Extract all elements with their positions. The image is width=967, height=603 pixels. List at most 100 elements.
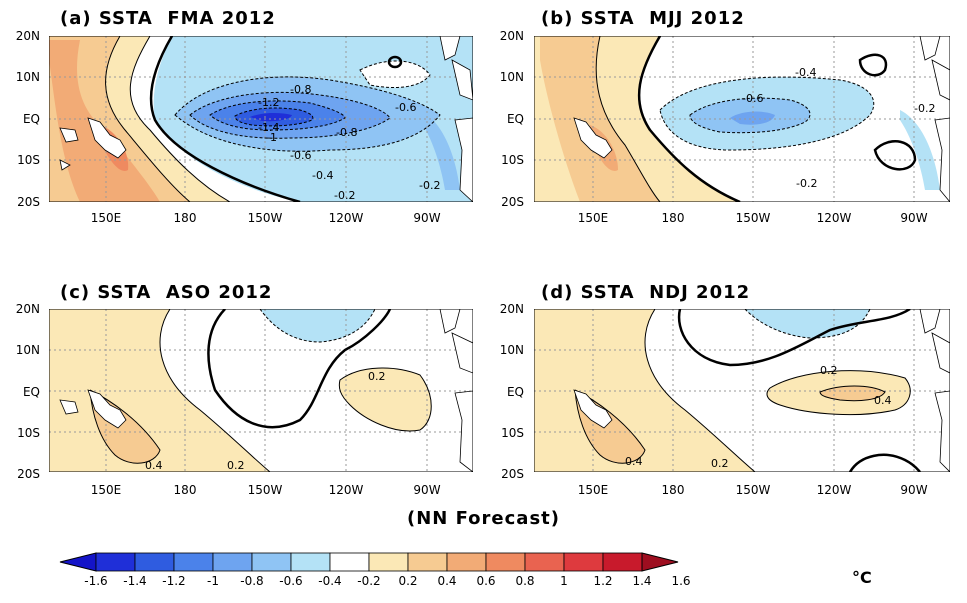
panel-c-map: [49, 309, 473, 472]
colorbar-swatch: [446, 552, 487, 572]
colorbar-end-low: [59, 552, 97, 572]
lat-label: 10S: [17, 153, 40, 167]
colorbar-swatch: [134, 552, 175, 572]
colorbar-tick-label: 1.4: [632, 574, 652, 588]
lat-label: 10S: [17, 426, 40, 440]
contour-label: -0.6: [742, 92, 763, 105]
panel-d-map: [534, 309, 950, 472]
contour-label: -0.6: [290, 149, 311, 162]
contour-label: 0.4: [874, 394, 892, 407]
panel-a-map: [49, 36, 473, 202]
lon-label: 180: [661, 483, 685, 497]
colorbar-tick-label: 0.6: [476, 574, 496, 588]
contour-label: 0.2: [820, 364, 838, 377]
colorbar-unit: °C: [852, 568, 872, 587]
lon-label: 90W: [413, 483, 441, 497]
lat-label: 20N: [15, 29, 40, 43]
colorbar-tick-label: 0.2: [398, 574, 418, 588]
panel-b-map: [534, 36, 950, 202]
lon-label: 120W: [328, 211, 364, 225]
colorbar-swatch: [251, 552, 292, 572]
contour-label: -1: [266, 131, 277, 144]
colorbar-swatch: [485, 552, 526, 572]
colorbar-end-high: [641, 552, 679, 572]
colorbar-tick-label: -0.6: [279, 574, 303, 588]
colorbar-swatch: [368, 552, 409, 572]
lon-label: 180: [661, 211, 685, 225]
colorbar-swatch: [173, 552, 214, 572]
lon-label: 150E: [90, 211, 122, 225]
lat-label: 10N: [499, 70, 524, 84]
lat-label: 10S: [501, 153, 524, 167]
lon-label: 120W: [816, 211, 852, 225]
lat-label: 20S: [17, 467, 40, 481]
panel-b-title: (b) SSTA MJJ 2012: [541, 8, 745, 29]
contour-label: -0.4: [795, 66, 816, 79]
contour-label: -0.2: [914, 102, 935, 115]
lon-label: 90W: [900, 483, 928, 497]
colorbar-tick-label: -0.4: [318, 574, 342, 588]
lon-label: 150E: [90, 483, 122, 497]
colorbar-swatch: [95, 552, 136, 572]
panel-a-contour-labels: -0.8 -1.2 -1.4 -1 -0.6 -0.8 -0.6 -0.4 -0…: [258, 83, 440, 202]
colorbar-swatch: [290, 552, 331, 572]
colorbar-swatch: [602, 552, 643, 572]
colorbar: [59, 552, 679, 572]
lon-label: 120W: [328, 483, 364, 497]
lat-label: 10N: [15, 70, 40, 84]
lat-label: EQ: [22, 112, 40, 126]
colorbar-tick-label: 1: [560, 574, 568, 588]
lat-label: EQ: [506, 385, 524, 399]
colorbar-tick-label: 0.8: [515, 574, 535, 588]
contour-label: 0.2: [711, 457, 729, 470]
contour-label: -0.8: [290, 83, 311, 96]
colorbar-tick-label: -0.8: [240, 574, 264, 588]
contour-label: -0.2: [796, 177, 817, 190]
lon-label: 150W: [247, 211, 283, 225]
contour-label: -1.2: [258, 96, 279, 109]
lon-label: 150W: [735, 483, 771, 497]
colorbar-swatch: [524, 552, 565, 572]
lon-label: 150W: [247, 483, 283, 497]
lat-label: EQ: [22, 385, 40, 399]
lon-label: 150W: [735, 211, 771, 225]
colorbar-swatch: [563, 552, 604, 572]
panel-b-contour-labels: -0.4 -0.6 -0.2 -0.2: [742, 66, 935, 190]
lat-label: 20N: [15, 302, 40, 316]
lon-label: 90W: [413, 211, 441, 225]
contour-label: -0.4: [312, 169, 333, 182]
colorbar-tick-label: 0.4: [437, 574, 457, 588]
contour-label: -0.6: [395, 101, 416, 114]
lat-label: 20S: [17, 195, 40, 209]
lat-label: 20S: [501, 467, 524, 481]
colorbar-tick-label: -1.4: [123, 574, 147, 588]
contour-label: 0.2: [227, 459, 245, 472]
colorbar-swatch: [329, 552, 370, 572]
lat-label: 10N: [15, 343, 40, 357]
lon-label: 180: [173, 483, 197, 497]
colorbar-swatch: [407, 552, 448, 572]
colorbar-tick-label: 1.2: [593, 574, 613, 588]
colorbar-tick-label: -1.6: [84, 574, 108, 588]
panel-c-title: (c) SSTA ASO 2012: [60, 282, 273, 303]
colorbar-tick-label: 1.6: [671, 574, 691, 588]
colorbar-tick-label: -0.2: [357, 574, 381, 588]
panel-c-contour-labels: 0.2 0.4 0.2: [145, 370, 386, 472]
contour-label: 0.4: [625, 455, 643, 468]
contour-label: -0.2: [334, 189, 355, 202]
lat-label: 20N: [499, 302, 524, 316]
panel-d-title: (d) SSTA NDJ 2012: [541, 282, 751, 303]
contour-label: -1.4: [258, 121, 279, 134]
lon-label: 150E: [577, 211, 609, 225]
lat-label: 10S: [501, 426, 524, 440]
lon-label: 120W: [816, 483, 852, 497]
lat-label: 20S: [501, 195, 524, 209]
contour-label: 0.4: [145, 459, 163, 472]
colorbar-swatch: [212, 552, 253, 572]
panel-d-contour-labels: 0.2 0.4 0.4 0.2: [625, 364, 892, 470]
contour-label: -0.8: [336, 126, 357, 139]
contour-label: -0.2: [419, 179, 440, 192]
figure-caption: (NN Forecast): [406, 508, 560, 529]
contour-label: 0.2: [368, 370, 386, 383]
